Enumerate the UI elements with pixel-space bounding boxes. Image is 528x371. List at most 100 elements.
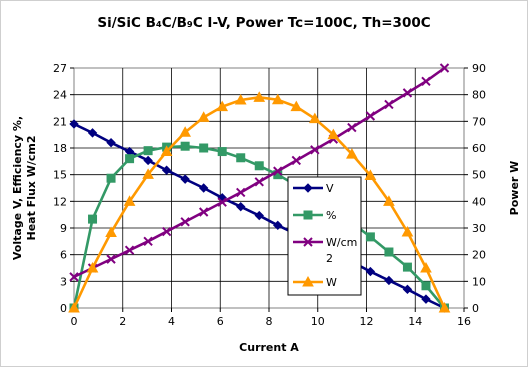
data-point: [347, 122, 357, 133]
legend-marker: [303, 237, 313, 247]
data-point: [180, 174, 190, 184]
y-right-tick-label: 10: [472, 275, 486, 288]
data-point: [161, 226, 172, 237]
legend-label: V: [326, 182, 334, 195]
data-point: [199, 143, 209, 153]
data-point: [253, 91, 266, 102]
y-left-tick-label: 21: [53, 115, 67, 128]
data-point: [180, 217, 190, 227]
data-point: [364, 169, 377, 180]
data-point: [86, 261, 99, 273]
data-point: [69, 119, 79, 129]
y-left-tick-label: 0: [60, 302, 67, 315]
data-point: [421, 281, 431, 291]
y-left-axis-ticks: 0 3 6 9 12 15 18 21 24 27: [53, 62, 74, 315]
data-point: [217, 197, 227, 207]
legend-label: W/cm: [326, 236, 357, 249]
data-point: [421, 76, 431, 87]
data-point: [346, 148, 358, 159]
y-left-tick-label: 6: [60, 249, 67, 262]
data-point: [236, 201, 246, 212]
y-left-tick-label: 12: [53, 195, 67, 208]
data-point: [384, 247, 394, 257]
data-point: [142, 168, 154, 179]
y-right-tick-label: 80: [472, 89, 486, 102]
data-point: [365, 266, 376, 277]
series-group: [68, 63, 451, 313]
y-right-axis-ticks: 0 10 20 30 40 50 60 70 80 90: [464, 62, 486, 315]
data-point: [198, 207, 209, 217]
y-left-tick-label: 24: [53, 89, 67, 102]
y-right-tick-label: 90: [472, 62, 486, 75]
data-point: [439, 63, 450, 73]
data-point: [273, 220, 283, 231]
legend-marker: [303, 210, 313, 220]
data-point: [401, 225, 414, 237]
legend-label: %: [326, 209, 336, 222]
data-point: [254, 177, 264, 187]
x-tick-label: 4: [168, 315, 175, 328]
data-point: [180, 141, 190, 151]
data-point: [106, 254, 116, 264]
y-left-axis-label: Voltage V, Efficiency %, Heat Flux W/cm2: [11, 116, 38, 260]
data-point: [384, 99, 394, 110]
y-right-tick-label: 40: [472, 195, 486, 208]
legend-marker: [303, 183, 313, 193]
data-point: [143, 146, 153, 156]
y-left-tick-label: 15: [53, 169, 67, 182]
legend-label-wrap: 2: [326, 252, 333, 265]
data-point: [402, 284, 413, 295]
x-tick-label: 2: [119, 315, 126, 328]
y-left-tick-label: 3: [60, 275, 67, 288]
data-point: [68, 301, 80, 313]
data-point: [87, 128, 98, 138]
y-right-tick-label: 60: [472, 142, 486, 155]
x-tick-label: 14: [408, 315, 422, 328]
x-tick-label: 16: [457, 315, 471, 328]
y-right-tick-label: 30: [472, 222, 486, 235]
data-point: [327, 128, 340, 140]
data-point: [106, 137, 116, 148]
y-right-tick-label: 50: [472, 169, 486, 182]
data-point: [254, 161, 264, 171]
y-right-tick-label: 0: [472, 302, 479, 315]
grid-lines: [74, 68, 464, 308]
chart-title: Si/SiC B₄C/B₉C I-V, Power Tc=100C, Th=30…: [97, 15, 430, 31]
data-point: [384, 275, 394, 286]
data-point: [69, 272, 79, 282]
data-point: [143, 155, 153, 166]
data-point: [88, 214, 98, 224]
data-point: [143, 236, 153, 247]
data-point: [421, 294, 431, 304]
y-left-tick-label: 18: [53, 142, 67, 155]
x-tick-label: 12: [360, 315, 374, 328]
data-point: [123, 195, 136, 206]
data-point: [105, 226, 117, 238]
data-point: [402, 88, 413, 98]
data-point: [217, 147, 227, 157]
data-point: [160, 145, 173, 156]
data-point: [438, 301, 451, 313]
legend-box: [287, 176, 362, 296]
data-point: [291, 155, 302, 166]
data-point: [310, 145, 320, 155]
data-point: [365, 111, 376, 121]
data-point: [383, 195, 395, 206]
data-point: [365, 232, 375, 242]
x-axis-label: Current A: [239, 341, 299, 354]
legend: V% W/cm 2 W: [287, 176, 362, 296]
x-tick-label: 8: [266, 315, 273, 328]
data-point: [198, 183, 209, 193]
x-axis-ticks: 0 2 4 6 8 10 12 14 16: [71, 308, 471, 328]
y-left-tick-label: 9: [60, 222, 67, 235]
y-right-tick-label: 70: [472, 115, 486, 128]
data-point: [236, 187, 246, 198]
data-point: [254, 210, 264, 221]
data-point: [420, 261, 432, 273]
legend-label: W: [326, 276, 337, 289]
data-point: [197, 111, 210, 122]
y-left-axis-label-line-2: Heat Flux W/cm2: [25, 135, 38, 240]
data-point: [236, 153, 246, 163]
